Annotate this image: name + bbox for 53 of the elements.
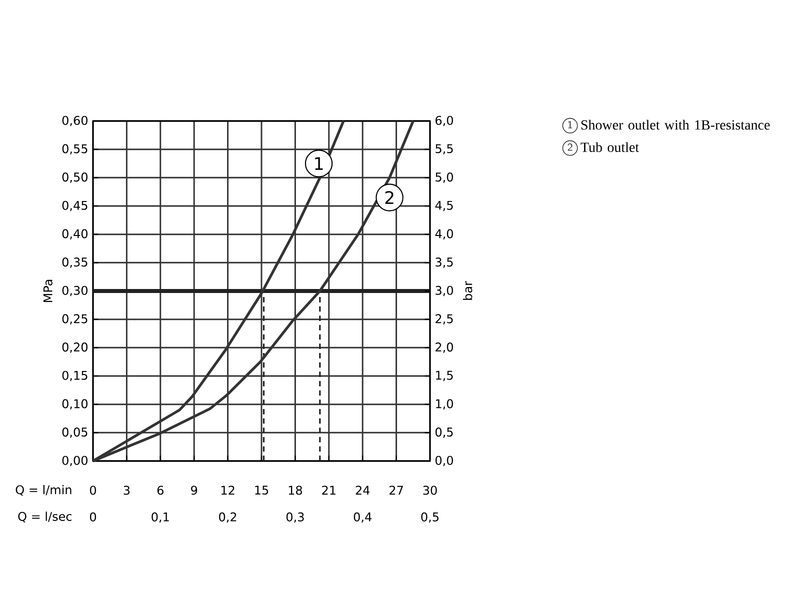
x-tick-label: 18 xyxy=(288,486,302,495)
y2-tick-label: 1,0 xyxy=(436,399,453,410)
y-axis-title: MPa xyxy=(44,280,52,302)
y-tick-label: 0,20 xyxy=(62,342,88,353)
y-tick-label: 0,25 xyxy=(62,314,88,324)
x-tick-label: 0 xyxy=(90,486,96,495)
x2-tick-label: 0,3 xyxy=(286,512,304,523)
text: 2 xyxy=(568,143,572,151)
y-tick-label: 0,55 xyxy=(62,144,88,154)
x-tick-label: 30 xyxy=(423,486,437,495)
x-tick-label: 21 xyxy=(322,486,336,495)
x2-tick-label: 0,2 xyxy=(219,512,236,523)
y-tick-label: 0,05 xyxy=(62,428,88,438)
y2-tick-label: 2,0 xyxy=(436,342,453,353)
y-tick-label: 0,40 xyxy=(62,229,88,240)
y2-tick-label: 1,5 xyxy=(436,370,453,382)
x-tick-label: 12 xyxy=(221,486,234,495)
y-tick-label: 0,35 xyxy=(62,258,88,268)
y-tick-label: 0,15 xyxy=(62,370,88,382)
x-tick-label: 24 xyxy=(356,486,370,495)
annotation: 1 xyxy=(315,157,323,170)
y2-tick-label: 3,0 xyxy=(436,286,453,296)
x2-axis-title: Q = l/sec xyxy=(18,512,72,522)
x-tick-label: 6 xyxy=(157,486,164,495)
annotation: 2 xyxy=(385,191,394,204)
y-tick-label: 0,50 xyxy=(62,172,88,183)
x2-tick-label: 0 xyxy=(90,512,96,522)
y-tick-label: 0,00 xyxy=(62,456,88,466)
y2-tick-label: 5,5 xyxy=(436,144,453,154)
x-tick-label: 9 xyxy=(191,486,198,495)
x2-tick-label: 0,4 xyxy=(354,512,372,523)
y2-tick-label: 6,0 xyxy=(436,116,453,126)
x-tick-label: 15 xyxy=(255,486,268,495)
y2-tick-label: 4,0 xyxy=(435,229,453,240)
x-axis-title: Q = l/min xyxy=(16,485,72,496)
legend-label: Shower outlet with 1B-resistance xyxy=(581,120,770,130)
x-tick-label: 3 xyxy=(124,486,130,495)
y-tick-label: 0,45 xyxy=(62,200,88,212)
y2-tick-label: 5,0 xyxy=(436,172,453,183)
y2-tick-label: 2,5 xyxy=(436,314,453,324)
text: 1 xyxy=(568,121,572,128)
x-tick-label: 27 xyxy=(390,486,403,495)
y-tick-label: 0,60 xyxy=(62,116,88,126)
legend-label: Tub outlet xyxy=(580,142,639,152)
y-tick-label: 0,30 xyxy=(62,286,88,296)
y2-tick-label: 4,5 xyxy=(435,200,453,212)
x2-tick-label: 0,1 xyxy=(152,512,169,523)
y-tick-label: 0,10 xyxy=(62,399,88,410)
x2-tick-label: 0,5 xyxy=(421,512,438,523)
y2-axis-title: bar xyxy=(462,281,472,300)
y2-tick-label: 3,5 xyxy=(436,258,453,268)
y2-tick-label: 0,0 xyxy=(436,456,453,466)
y2-tick-label: 0,5 xyxy=(436,428,453,438)
